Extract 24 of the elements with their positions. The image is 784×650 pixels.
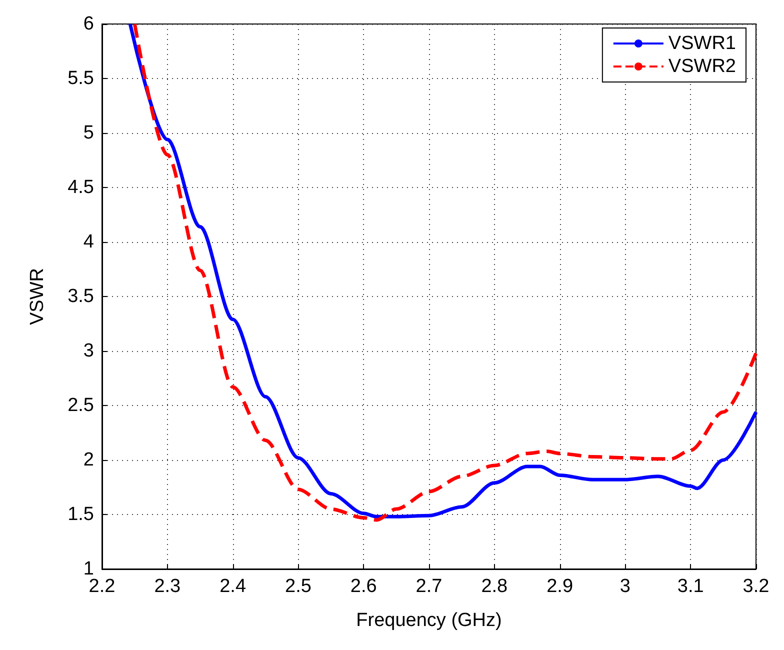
y-tick-label: 3 <box>83 340 94 362</box>
x-tick-label: 3 <box>620 576 630 597</box>
x-tick-label: 3.2 <box>742 576 770 597</box>
y-tick-label: 5.5 <box>68 68 94 89</box>
y-tick-label: 3.5 <box>68 286 94 307</box>
y-tick-label: 5 <box>83 122 94 144</box>
x-tick-label: 2.7 <box>416 576 442 597</box>
y-tick-label: 4.5 <box>68 177 94 198</box>
y-tick-label: 2 <box>83 450 94 470</box>
x-tick-label: 2.4 <box>220 576 246 597</box>
y-axis-title: VSWR <box>27 268 48 325</box>
x-axis-title: Frequency (GHz) <box>356 610 502 631</box>
x-tick-label: 2.5 <box>284 576 312 597</box>
y-tick-label: 2.5 <box>68 395 94 416</box>
x-tick-label: 2.6 <box>350 576 377 597</box>
y-tick-label: 4 <box>83 232 94 252</box>
y-tick-label: 6 <box>83 14 94 34</box>
x-tick-label: 2.3 <box>154 576 181 597</box>
x-tick-label: 2.9 <box>546 576 574 597</box>
legend-label: VSWR1 <box>668 33 736 54</box>
x-tick-label: 2.8 <box>481 576 508 597</box>
legend-label: VSWR2 <box>668 56 736 77</box>
x-tick-label: 3.1 <box>677 576 704 597</box>
y-tick-label: 1.5 <box>68 504 94 525</box>
